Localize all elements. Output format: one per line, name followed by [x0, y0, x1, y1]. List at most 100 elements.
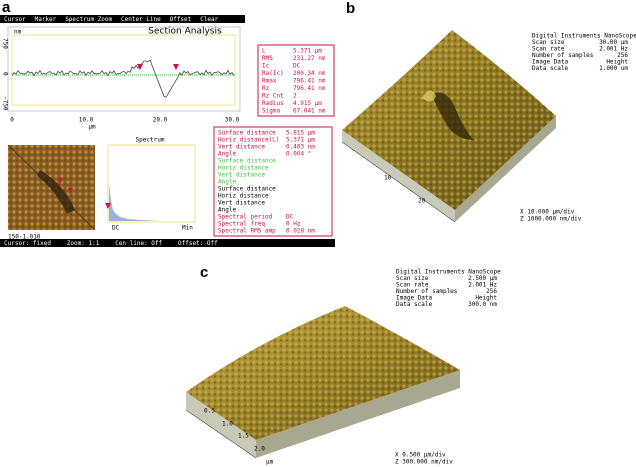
measure-value: 0.028 nm [286, 228, 315, 235]
stat-value: 796.41 nm [293, 85, 326, 92]
axis-unit: µm [266, 459, 274, 466]
ridge [422, 90, 436, 102]
measure-label: Angle [218, 207, 236, 214]
marker [105, 203, 111, 209]
status-item: Cen line: Off [115, 240, 162, 247]
measure-value: 0 Hz [286, 221, 301, 228]
stat-label: Sigma [262, 108, 280, 115]
marker [137, 64, 179, 70]
menu: Cursor Marker Spectrum Zoom Center Line Offs… [4, 16, 219, 23]
measure-label: Vert distance [218, 200, 265, 207]
info-value: 2.001 Hz [468, 282, 497, 289]
profile-box [7, 26, 241, 112]
axis-label: 1.5 [238, 433, 249, 440]
y-label: 750 [2, 38, 9, 49]
stat-label: L [262, 48, 266, 55]
image-caption: 150-1.010 [8, 234, 41, 241]
marker [58, 178, 73, 193]
measure-label: Vert distance [218, 144, 265, 151]
surface-texture [186, 306, 460, 440]
surface-side [256, 370, 460, 458]
spectrum-box [107, 144, 196, 223]
x-label: 20.0 [153, 117, 168, 124]
panel-label: b [346, 0, 355, 17]
scale: Z 1000.000 nm/div [520, 216, 582, 223]
x-unit: µm [88, 124, 96, 131]
menu-bar [0, 15, 245, 23]
stat-label: RMS [262, 55, 273, 62]
menu-item[interactable]: Clear [200, 16, 218, 23]
info-label: Scan rate [396, 282, 429, 289]
measure-label: Angle [218, 151, 236, 158]
measure-label: Horiz distance [218, 165, 269, 172]
stat-label: Rz [262, 85, 270, 92]
x-label: 0 [10, 117, 14, 124]
stat-label: Rmax [262, 78, 277, 85]
menu-item[interactable]: Cursor [4, 16, 26, 23]
status-item: Zoom: 1:1 [67, 240, 100, 247]
surface-side [186, 392, 256, 458]
measure-label: Surface distance [218, 158, 276, 165]
info-value: 30.00 µm [599, 39, 628, 46]
x-label: 30.0 [225, 117, 240, 124]
measure-label: Vert distance [218, 172, 265, 179]
measure-label: Horiz distance [218, 193, 269, 200]
measure-label: Surface distance [218, 186, 276, 193]
stat-value: DC [293, 63, 301, 70]
profile-line [11, 59, 235, 98]
info-label: Image Data [532, 59, 569, 66]
info-value: 256 [486, 288, 497, 295]
status: Cursor: fixed Zoom: 1:1 Cen line: Off Offse… [4, 240, 218, 247]
info-label: Scan size [396, 275, 429, 282]
profile-plot [11, 34, 236, 106]
info-label: Digital Instruments NanoScope [532, 33, 636, 40]
axis [185, 409, 257, 459]
info-value: 256 [617, 52, 628, 59]
status-item: Cursor: fixed [4, 240, 51, 247]
stat-value: 5.371 µm [293, 48, 322, 55]
y-unit: nm [14, 29, 22, 36]
menu-item[interactable]: Center Line [121, 16, 161, 23]
spectrum-title: Spectrum [136, 137, 165, 144]
axis-label: 2.0 [254, 446, 265, 453]
info-label: Number of samples [396, 288, 458, 295]
axis-label: 1.0 [222, 421, 233, 428]
surface-side [342, 130, 455, 222]
scale: X 0.500 µm/div [395, 452, 446, 459]
scale: Z 300.000 nm/div [395, 459, 453, 466]
info-label: Image Data [396, 295, 433, 302]
status-item: Offset: Off [178, 240, 218, 247]
info-value: Height [606, 59, 628, 66]
axis-label: 0.5 [204, 408, 215, 415]
info-label: Number of samples [532, 52, 594, 59]
y-label: -750 [2, 96, 9, 111]
spectrum-x-label: DC [112, 225, 120, 232]
measure-value: 0.403 nm [286, 144, 315, 151]
menu-item[interactable]: Spectrum Zoom [65, 16, 112, 23]
x-label: 10.0 [79, 117, 94, 124]
info-label: Scan size [532, 39, 565, 46]
info-value: 1.000 um [599, 65, 628, 72]
status-bar [0, 239, 335, 247]
menu-item[interactable]: Marker [35, 16, 57, 23]
measure-value: 5.371 µm [286, 137, 315, 144]
menu-item[interactable]: Offset [170, 16, 192, 23]
axis [341, 141, 456, 223]
stat-label: Radius [262, 100, 284, 107]
section-line [7, 144, 96, 231]
scale: X 10.000 µm/div [520, 209, 575, 216]
info-value: 2.500 µm [468, 275, 497, 282]
axis-label: 20 [418, 198, 426, 205]
info-label: Digital Instruments NanoScope [396, 269, 501, 276]
panel-label: a [2, 0, 11, 16]
stat-label: Ra(Ic) [262, 70, 284, 77]
stat-value: 67.041 nm [293, 108, 326, 115]
stat-label: Ic [262, 63, 270, 70]
stats: L 5.371 µm RMS 231.27 nm Ic DC Ra(Ic) 200.34 nm… [262, 48, 326, 115]
measure-box [213, 126, 333, 237]
info-label: Scan rate [532, 46, 565, 53]
measure-label: Spectral freq [218, 221, 265, 228]
